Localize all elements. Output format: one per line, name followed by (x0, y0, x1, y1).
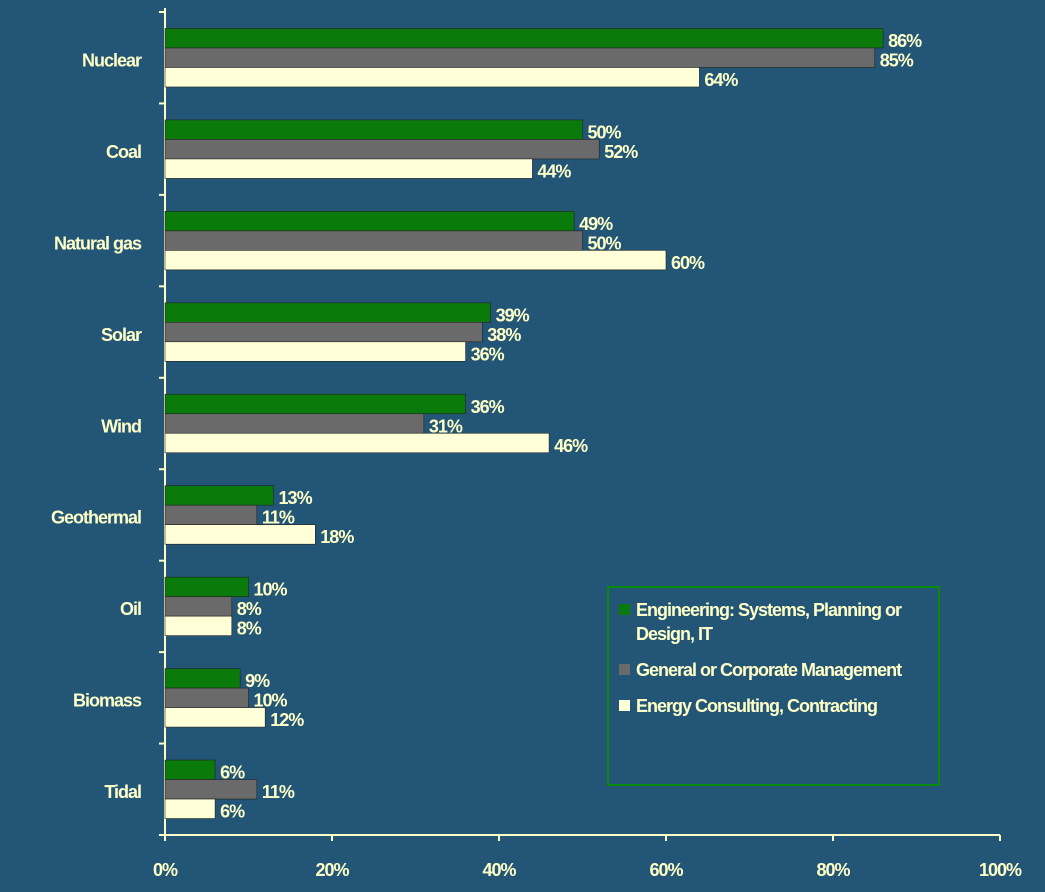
value-label: 9% (245, 671, 270, 691)
legend-swatch (619, 604, 630, 615)
bar (164, 211, 575, 232)
bar (164, 485, 274, 506)
legend-item: General or Corporate Management (619, 658, 932, 682)
value-label: 60% (671, 253, 705, 273)
value-label: 8% (237, 599, 262, 619)
x-tick-label: 100% (979, 860, 1022, 880)
bar (164, 798, 216, 819)
bar (164, 668, 241, 689)
value-label: 12% (270, 710, 304, 730)
legend-swatch (619, 664, 630, 675)
legend-label: Energy Consulting, Contracting (636, 696, 878, 716)
value-label: 49% (579, 214, 613, 234)
bar (164, 687, 249, 708)
x-tick-label: 40% (482, 860, 516, 880)
legend-label: Engineering: Systems, Planning or Design… (636, 600, 902, 644)
x-tick-label: 80% (816, 860, 850, 880)
bar (164, 322, 483, 343)
bar (164, 759, 216, 780)
legend-swatch (619, 700, 630, 711)
bar (164, 119, 583, 140)
y-tick-label: Natural gas (54, 233, 142, 253)
value-label: 50% (588, 122, 622, 142)
bar (164, 779, 258, 800)
y-tick-label: Wind (101, 416, 141, 436)
value-label: 39% (496, 305, 530, 325)
value-label: 85% (880, 50, 914, 70)
legend-item: Energy Consulting, Contracting (619, 694, 932, 718)
value-label: 86% (888, 31, 922, 51)
y-tick-label: Coal (106, 142, 141, 162)
value-label: 13% (279, 488, 313, 508)
value-label: 46% (554, 436, 588, 456)
bar (164, 432, 550, 454)
y-tick-label: Tidal (104, 782, 141, 802)
value-label: 64% (704, 70, 738, 90)
bar (164, 524, 316, 545)
bar (164, 615, 233, 636)
value-label: 52% (604, 142, 638, 162)
bar (164, 341, 466, 362)
value-label: 6% (220, 763, 245, 783)
bar (164, 230, 583, 251)
x-tick-label: 0% (153, 860, 178, 880)
y-tick-label: Solar (101, 325, 142, 345)
bar (164, 413, 425, 434)
bar (164, 28, 884, 49)
bar (164, 302, 491, 323)
x-tick-label: 20% (315, 860, 349, 880)
legend-item: Engineering: Systems, Planning or Design… (619, 598, 932, 646)
bar (164, 504, 258, 525)
value-label: 31% (429, 416, 463, 436)
bar (164, 707, 266, 728)
value-label: 36% (471, 397, 505, 417)
value-label: 10% (254, 691, 288, 711)
bar (164, 250, 667, 271)
value-label: 44% (537, 161, 571, 181)
value-label: 50% (588, 233, 622, 253)
value-label: 36% (471, 344, 505, 364)
bar (164, 596, 233, 617)
value-label: 6% (220, 802, 245, 822)
value-label: 11% (262, 508, 295, 528)
value-label: 10% (254, 580, 288, 600)
bar (164, 67, 700, 88)
y-tick-label: Geothermal (51, 508, 141, 528)
bar (164, 47, 876, 68)
bar (164, 139, 600, 160)
bar (164, 158, 533, 179)
value-label: 8% (237, 619, 262, 639)
value-label: 11% (262, 782, 295, 802)
legend: Engineering: Systems, Planning or Design… (607, 586, 940, 786)
value-label: 38% (487, 325, 521, 345)
value-label: 18% (320, 527, 354, 547)
legend-label: General or Corporate Management (636, 660, 902, 680)
y-tick-label: Biomass (73, 691, 142, 711)
y-tick-label: Nuclear (82, 50, 142, 70)
y-tick-label: Oil (120, 599, 141, 619)
x-tick-label: 60% (649, 860, 683, 880)
bar (164, 393, 466, 415)
bar (164, 576, 249, 597)
